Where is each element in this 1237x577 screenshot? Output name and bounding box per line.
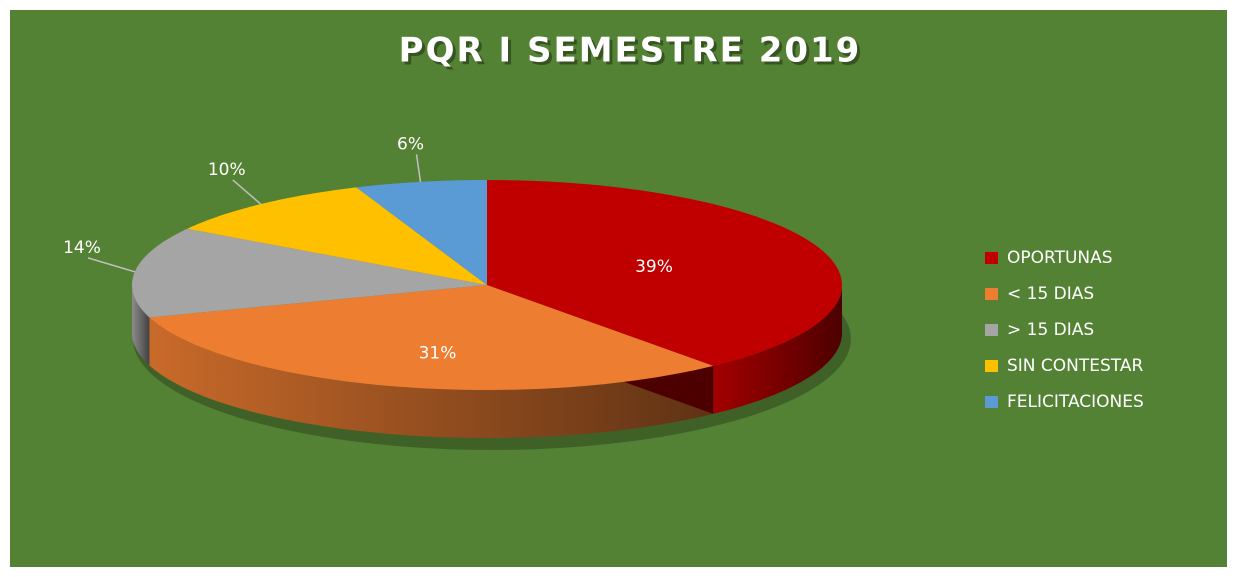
data-label: 10% — [208, 160, 246, 180]
leader-line — [415, 154, 422, 182]
legend-label: OPORTUNAS — [1007, 248, 1113, 268]
slice — [356, 180, 487, 285]
legend-label: FELICITACIONES — [1007, 392, 1144, 412]
slice-side — [149, 317, 714, 438]
leader-line — [232, 179, 262, 205]
leader-line — [87, 257, 136, 273]
legend-swatch — [985, 288, 998, 300]
slice — [132, 228, 487, 318]
slice-side — [132, 285, 150, 366]
legend-label: < 15 DIAS — [1007, 284, 1094, 304]
chart-title: PQR I SEMESTRE 2019 — [399, 31, 862, 71]
legend-label: > 15 DIAS — [1007, 320, 1094, 340]
legend-swatch — [985, 252, 998, 264]
title-shadow: PQR I SEMESTRE 2019 — [402, 34, 865, 74]
data-label: 31% — [419, 343, 457, 363]
legend-swatch — [985, 396, 998, 408]
data-label: 39% — [635, 257, 673, 277]
data-label: 6% — [397, 134, 424, 154]
slice — [187, 187, 487, 285]
slice — [487, 180, 842, 366]
slice-side — [713, 285, 842, 414]
legend-label: SIN CONTESTAR — [1007, 356, 1144, 376]
legend-swatch — [985, 360, 998, 372]
legend-swatch — [985, 324, 998, 336]
data-label: 14% — [63, 238, 101, 258]
slice — [149, 285, 714, 390]
